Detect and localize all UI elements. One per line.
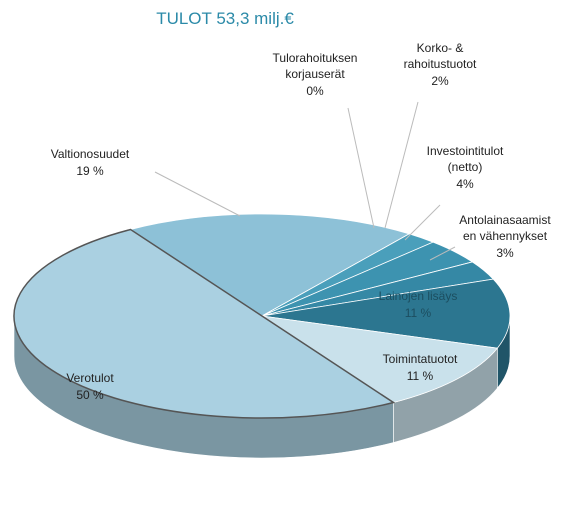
slice-label: Investointitulot (netto) 4% bbox=[427, 144, 504, 191]
slice-label: Antolainasaamist en vähennykset 3% bbox=[459, 213, 551, 260]
slice-label-line: Antolainasaamist bbox=[459, 213, 551, 227]
slice-value-label: 0% bbox=[306, 84, 324, 98]
slice-value-label: 2% bbox=[431, 74, 449, 88]
pie bbox=[13, 213, 511, 459]
leader-line bbox=[154, 171, 241, 217]
slice-value-label: 3% bbox=[496, 246, 514, 260]
leader-line bbox=[404, 204, 441, 241]
slice-value-label: 11 % bbox=[407, 369, 434, 383]
slice-label-line: en vähennykset bbox=[463, 229, 548, 243]
slice-label-line: Verotulot bbox=[66, 371, 114, 385]
slice-label: Tulorahoituksen korjauserät 0% bbox=[273, 51, 358, 98]
slice-label: Toimintatuotot 11 % bbox=[383, 352, 458, 383]
slice-label-line: rahoitustuotot bbox=[404, 57, 477, 71]
slice-value-label: 11 % bbox=[405, 306, 432, 320]
slice-value-label: 4% bbox=[456, 177, 474, 191]
leader-line bbox=[347, 107, 375, 229]
slice-label: Lainojen lisäys 11 % bbox=[379, 289, 458, 320]
pie-slice bbox=[261, 278, 511, 349]
pie-slice bbox=[13, 228, 396, 419]
pie-slice bbox=[129, 213, 411, 317]
slice-label-line: Toimintatuotot bbox=[383, 352, 458, 366]
slice-label-line: Valtionosuudet bbox=[51, 147, 130, 161]
leader-line bbox=[429, 246, 456, 261]
slice-label-line: Lainojen lisäys bbox=[379, 289, 458, 303]
slice-label-line: korjauserät bbox=[285, 67, 345, 81]
slice-value-label: 19 % bbox=[76, 164, 104, 178]
slice-label-line: Investointitulot bbox=[427, 144, 504, 158]
slice-label-line: Korko- & bbox=[417, 41, 464, 55]
leader-line bbox=[384, 101, 419, 229]
slice-value-label: 50 % bbox=[76, 388, 104, 402]
slice-label-line: (netto) bbox=[448, 160, 483, 174]
pie-slice bbox=[261, 315, 499, 403]
slice-label: Korko- & rahoitustuotot 2% bbox=[404, 41, 477, 88]
slice-label: Verotulot 50 % bbox=[66, 371, 114, 402]
slice-label: Valtionosuudet 19 % bbox=[51, 147, 130, 178]
chart-title: TULOT 53,3 milj.€ bbox=[156, 9, 294, 28]
slice-label-line: Tulorahoituksen bbox=[273, 51, 358, 65]
